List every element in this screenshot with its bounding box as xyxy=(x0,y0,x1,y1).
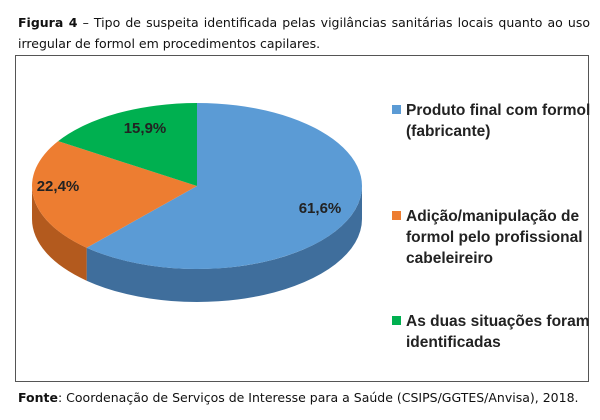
source-text: : Coordenação de Serviços de Interesse p… xyxy=(57,390,579,405)
pie-slice xyxy=(86,103,362,269)
legend-item-2: As duas situações foram identificadas xyxy=(392,311,591,353)
pie-slice xyxy=(58,103,198,186)
legend-label: Adição/manipulação de formol pelo profis… xyxy=(406,208,583,267)
legend-swatch xyxy=(392,105,401,114)
legend-label: As duas situações foram identificadas xyxy=(406,313,590,351)
pie-slice-side xyxy=(31,186,87,281)
legend-swatch xyxy=(392,316,401,325)
figure-source: Fonte: Coordenação de Serviços de Intere… xyxy=(18,390,579,405)
data-label: 61,6% xyxy=(299,200,342,217)
legend-item-1: Adição/manipulação de formol pelo profis… xyxy=(392,206,591,269)
legend-swatch xyxy=(392,211,401,220)
source-label: Fonte xyxy=(18,390,58,405)
pie-slice-side xyxy=(86,186,362,302)
legend-label: Produto final com formol (fabricante) xyxy=(406,102,591,140)
caption-label: Figura 4 xyxy=(18,15,78,30)
figure-caption: Figura 4 – Tipo de suspeita identificada… xyxy=(18,12,590,54)
data-label: 15,9% xyxy=(124,120,167,137)
legend-item-0: Produto final com formol (fabricante) xyxy=(392,100,591,142)
data-label: 22,4% xyxy=(37,178,80,195)
chart-frame xyxy=(15,55,589,382)
caption-text: – Tipo de suspeita identificada pelas vi… xyxy=(18,15,590,51)
pie-slice xyxy=(31,141,198,248)
